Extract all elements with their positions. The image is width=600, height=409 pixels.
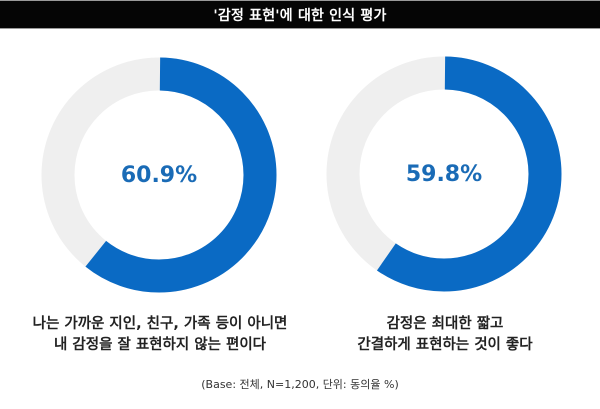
donut-label-1: 나는 가까운 지인, 친구, 가족 등이 아니면 내 감정을 잘 표현하지 않는…	[10, 314, 310, 356]
label-line: 감정은 최대한 짧고	[386, 316, 504, 332]
footnote: (Base: 전체, N=1,200, 단위: 동의율 %)	[201, 378, 399, 391]
chart-title: '감정 표현'에 대한 인식 평가	[213, 7, 387, 24]
label-line: 간결하게 표현하는 것이 좋다	[357, 337, 533, 353]
label-line: 내 감정을 잘 표현하지 않는 편이다	[54, 337, 266, 353]
title-bar: '감정 표현'에 대한 인식 평가	[0, 0, 600, 29]
donut-value-2: 59.8%	[405, 161, 483, 187]
donut-chart-1: 60.9%	[38, 57, 280, 293]
donut-ring	[326, 56, 562, 292]
donut-value-1: 60.9%	[120, 162, 198, 188]
donut-label-2: 감정은 최대한 짧고 간결하게 표현하는 것이 좋다	[295, 314, 595, 356]
donut-chart-2: 59.8%	[322, 56, 566, 292]
donut-ring	[41, 57, 277, 293]
label-line: 나는 가까운 지인, 친구, 가족 등이 아니면	[32, 316, 288, 332]
